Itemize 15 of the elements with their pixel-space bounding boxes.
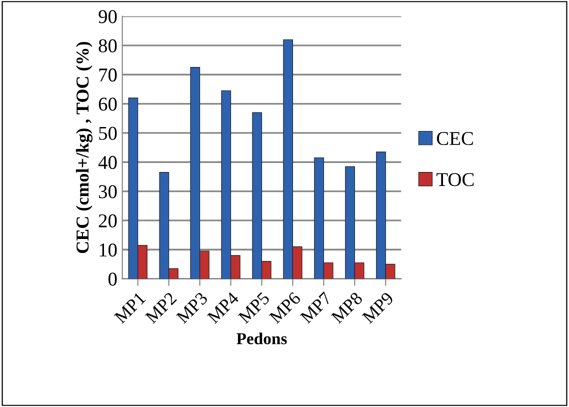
y-tick-label: 50 — [99, 126, 117, 140]
y-tick-label: 0 — [108, 272, 117, 286]
y-tick-label: 10 — [100, 243, 117, 257]
y-tick-label: 70 — [99, 68, 117, 82]
x-tick-label: MP1 — [114, 292, 146, 324]
y-axis-title: CEC (cmol+/kg) , TOC (%) — [76, 42, 92, 254]
y-tick-label: 30 — [98, 185, 117, 198]
y-tick-label: 20 — [98, 214, 117, 228]
legend-label: TOC — [436, 173, 474, 186]
x-axis-title: Pedons — [236, 332, 287, 344]
y-tick-label: 40 — [98, 156, 117, 170]
legend-label: CEC — [436, 132, 473, 146]
y-tick-label: 90 — [98, 10, 117, 24]
y-tick-label: 80 — [98, 39, 117, 52]
y-tick-label: 60 — [98, 98, 117, 111]
